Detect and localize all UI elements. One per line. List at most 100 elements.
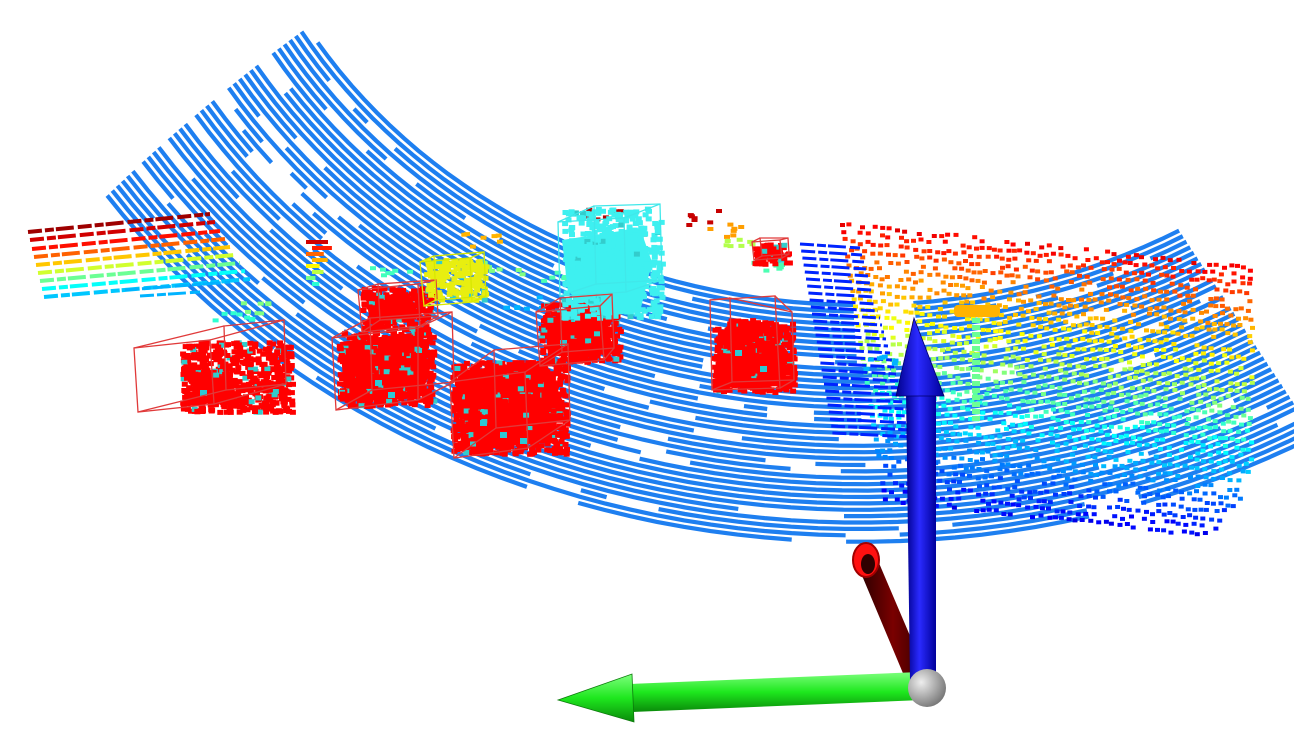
vegetation-point [1030, 515, 1035, 520]
object-point [720, 386, 727, 392]
vegetation-point [946, 438, 952, 442]
object-point [275, 379, 282, 385]
object-point [200, 406, 206, 412]
scatter-point [519, 272, 526, 277]
vegetation-point [880, 448, 886, 453]
vegetation-point [1033, 414, 1039, 419]
vegetation-point [1025, 505, 1031, 510]
vegetation-point [914, 310, 920, 315]
object-point [260, 379, 267, 385]
vegetation-point [1122, 482, 1128, 487]
vegetation-point [1125, 450, 1131, 454]
object-point [450, 405, 457, 411]
vegetation-point [1109, 267, 1115, 272]
vegetation-point [1108, 276, 1114, 281]
object-point [611, 299, 618, 304]
vegetation-point [1114, 335, 1120, 340]
vegetation-point [888, 456, 894, 460]
object-point [743, 346, 749, 352]
object-point [625, 240, 632, 246]
vegetation-point [900, 501, 906, 505]
pole-point [312, 282, 320, 286]
vegetation-point [985, 302, 991, 307]
vegetation-point [1113, 489, 1119, 494]
vegetation-point [1056, 473, 1062, 478]
vegetation-point [993, 379, 999, 384]
object-point [409, 374, 416, 380]
object-point [487, 412, 494, 418]
object-point [772, 322, 779, 328]
object-point [473, 432, 480, 438]
object-point [254, 391, 260, 397]
vegetation-point [965, 286, 971, 291]
vegetation-point [1215, 442, 1221, 447]
vegetation-point [1052, 276, 1058, 281]
vegetation-point [1231, 279, 1237, 284]
object-point [610, 344, 617, 350]
vegetation-point [1153, 362, 1159, 367]
object-point [767, 326, 774, 332]
vegetation-point [961, 487, 967, 492]
vegetation-point [1011, 472, 1017, 477]
object-point [464, 394, 471, 400]
vegetation-point [1112, 318, 1118, 323]
object-point [452, 387, 459, 393]
object-point [473, 393, 480, 399]
scatter-point [730, 233, 737, 238]
object-point [736, 371, 743, 377]
object-point [376, 286, 383, 292]
scatter-point [381, 273, 387, 278]
object-point [392, 384, 399, 390]
object-point [421, 395, 428, 401]
vegetation-point [879, 333, 885, 338]
vegetation-point [1207, 436, 1213, 441]
vegetation-point [942, 239, 948, 244]
object-point [477, 380, 484, 386]
object-point [540, 387, 547, 392]
vegetation-point [1174, 455, 1180, 460]
object-point [548, 354, 555, 360]
object-point [499, 382, 506, 388]
object-point [272, 389, 279, 394]
vegetation-point [1033, 504, 1039, 509]
object-point [552, 334, 559, 340]
vegetation-point [1096, 404, 1102, 408]
scan-line [828, 410, 909, 418]
vegetation-point [920, 336, 926, 341]
object-point [563, 322, 570, 328]
vegetation-point [991, 393, 997, 398]
vegetation-point [1146, 272, 1151, 277]
object-point [611, 324, 618, 330]
vegetation-point [951, 505, 957, 510]
object-point [614, 303, 621, 309]
vegetation-point [979, 239, 985, 244]
vegetation-point [1184, 409, 1190, 414]
object-point [264, 366, 271, 372]
vegetation-point [1150, 512, 1155, 517]
vegetation-point [1101, 464, 1107, 469]
vegetation-point [1116, 266, 1122, 271]
object-point [227, 409, 234, 415]
vegetation-point [1190, 293, 1196, 298]
vegetation-point [1016, 356, 1022, 361]
scan-line [39, 261, 241, 283]
vegetation-point [1066, 327, 1072, 332]
vegetation-point [980, 360, 986, 365]
scan-line [799, 242, 861, 250]
object-point [401, 339, 407, 345]
object-point [760, 258, 767, 264]
object-point [552, 450, 558, 456]
object-point [550, 371, 557, 377]
vegetation-point [1004, 273, 1010, 278]
vegetation-point [1093, 364, 1099, 368]
object-point [392, 368, 399, 374]
vegetation-point [1213, 387, 1219, 392]
vegetation-point [949, 309, 955, 314]
vegetation-point [1120, 410, 1126, 414]
vegetation-point [1139, 368, 1145, 373]
vegetation-point [990, 441, 996, 446]
vegetation-point [1245, 396, 1251, 401]
vegetation-point [877, 306, 883, 311]
